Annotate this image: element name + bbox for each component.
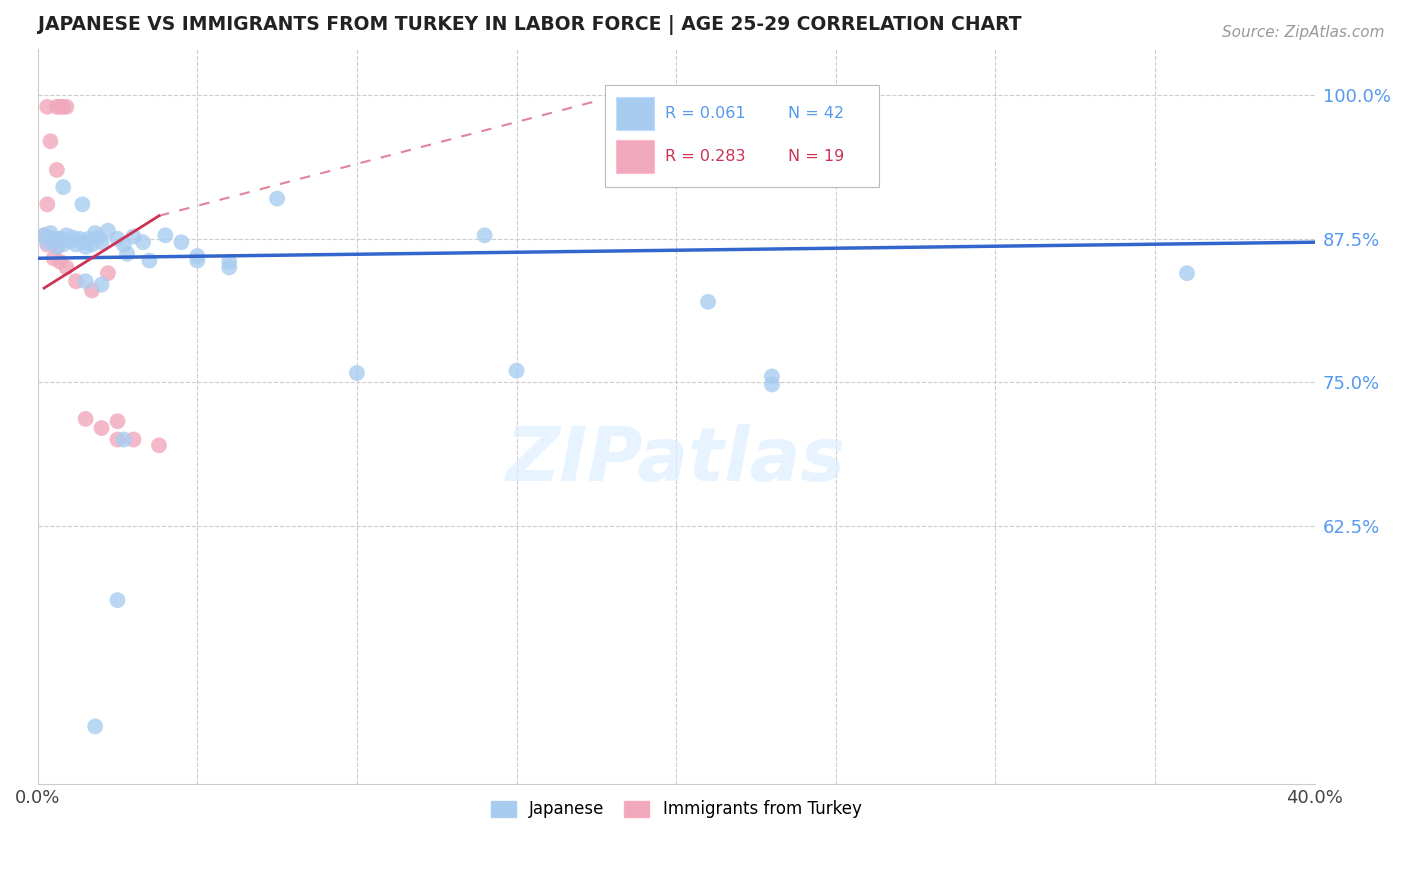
Point [65,274,87,288]
Point [761,369,783,384]
Point [90,235,112,250]
FancyBboxPatch shape [616,97,654,130]
Point [42,235,65,250]
Point [37,197,59,211]
Point [90,277,112,292]
Point [112,433,135,447]
Point [138,253,160,268]
Point [84,719,107,733]
Point [107,232,129,246]
Point [42,232,65,246]
Point [45,240,67,254]
Point [52,180,75,194]
FancyBboxPatch shape [605,85,879,187]
Point [122,433,145,447]
Point [37,235,59,250]
Point [155,228,177,243]
Point [266,192,288,206]
Point [474,228,496,243]
Point [39,134,62,148]
Point [72,235,94,250]
Point [32,228,55,243]
Point [39,226,62,240]
Point [49,100,72,114]
Text: ZIPatlas: ZIPatlas [506,425,846,497]
Point [112,237,135,252]
Point [45,100,67,114]
Text: N = 42: N = 42 [789,106,845,121]
Point [90,421,112,435]
Point [80,237,103,252]
Point [75,240,97,254]
Point [55,260,77,275]
Point [115,246,138,260]
Point [218,260,240,275]
Point [186,253,208,268]
Point [32,228,55,243]
Point [97,224,120,238]
Point [52,237,75,252]
Point [107,414,129,428]
Point [65,237,87,252]
Text: R = 0.061: R = 0.061 [665,106,745,121]
Point [761,377,783,392]
Point [42,252,65,266]
Point [72,197,94,211]
Point [37,100,59,114]
Point [84,226,107,240]
Point [107,593,129,607]
Point [67,232,90,246]
Point [49,232,72,246]
Point [59,234,82,248]
Point [170,235,193,250]
Point [1175,266,1198,280]
Text: Source: ZipAtlas.com: Source: ZipAtlas.com [1222,25,1385,40]
Point [75,412,97,426]
Point [75,274,97,288]
Point [87,230,110,244]
Point [77,232,100,246]
Point [49,254,72,268]
Point [148,438,170,452]
Point [132,235,155,250]
Point [186,249,208,263]
Legend: Japanese, Immigrants from Turkey: Japanese, Immigrants from Turkey [482,792,870,827]
Text: N = 19: N = 19 [789,149,845,164]
Text: JAPANESE VS IMMIGRANTS FROM TURKEY IN LABOR FORCE | AGE 25-29 CORRELATION CHART: JAPANESE VS IMMIGRANTS FROM TURKEY IN LA… [38,15,1021,35]
Point [62,230,84,244]
Point [107,433,129,447]
Point [45,240,67,254]
Point [80,284,103,298]
Text: R = 0.283: R = 0.283 [665,149,745,164]
Point [52,100,75,114]
Point [55,228,77,243]
Point [218,254,240,268]
Point [122,229,145,244]
Point [346,366,368,380]
Point [97,266,120,280]
Point [55,100,77,114]
Point [37,237,59,252]
Point [49,232,72,246]
Point [505,364,527,378]
Point [45,162,67,177]
FancyBboxPatch shape [616,140,654,173]
Point [697,294,720,309]
Point [39,232,62,246]
